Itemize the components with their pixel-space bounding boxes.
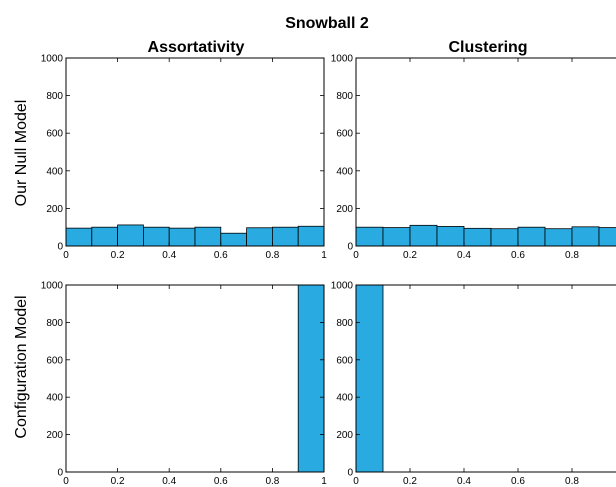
histogram-bar (517, 226, 546, 247)
panel-title: Clustering (448, 39, 527, 56)
x-tick-label: 0 (353, 250, 359, 261)
histogram-bar (544, 228, 573, 247)
x-tick-label: 0 (353, 476, 359, 487)
y-tick-label: 1000 (41, 281, 64, 292)
histogram-bar (194, 226, 222, 247)
x-tick-label: 0.2 (403, 250, 417, 261)
figure-title: Snowball 2 (285, 15, 369, 32)
panel-4: 0 0.2 0.4 0.6 0.8 0 200 400 600 800 1000 (331, 281, 616, 487)
x-tick-label: 0.8 (565, 476, 579, 487)
histogram-bar (463, 227, 492, 247)
y-tick-label: 0 (57, 468, 63, 479)
y-tick-label: 200 (46, 430, 63, 441)
panel-3: 0 0.2 0.4 0.6 0.8 1 0 200 400 600 800 1000 (41, 281, 327, 487)
histogram-bar (271, 226, 299, 247)
axes-box (65, 284, 325, 473)
y-tick-label: 800 (46, 91, 63, 102)
axes-box (65, 57, 325, 247)
y-tick-label: 0 (347, 468, 353, 479)
panel-2: 0 0.2 0.4 0.6 0.8 0 200 400 600 800 1000 Clustering (331, 39, 616, 261)
x-tick-label: 0.4 (457, 476, 471, 487)
y-tick-label: 800 (336, 318, 353, 329)
row-label-null-model: Our Null Model (13, 100, 30, 207)
histogram-bar (168, 227, 196, 247)
x-tick-label: 0 (63, 250, 69, 261)
histogram-bar (297, 284, 325, 473)
y-tick-label: 200 (46, 204, 63, 215)
y-tick-label: 1000 (41, 54, 64, 65)
x-tick-label: 0.6 (214, 250, 228, 261)
y-tick-label: 0 (347, 242, 353, 253)
y-tick-label: 400 (46, 166, 63, 177)
histogram-bar (355, 284, 384, 473)
axes-box (355, 57, 616, 247)
y-tick-label: 800 (336, 91, 353, 102)
histogram-bar (117, 224, 144, 247)
panel-title: Assortativity (148, 39, 245, 56)
histogram-bar (436, 226, 465, 247)
axes-box (355, 284, 616, 473)
histogram-bar (598, 227, 616, 247)
y-tick-label: 600 (46, 129, 63, 140)
x-tick-label: 0.8 (265, 250, 279, 261)
x-tick-label: 0.4 (162, 476, 176, 487)
histogram-bar (65, 227, 93, 247)
histogram-bar (246, 227, 273, 247)
x-tick-label: 0.2 (111, 250, 125, 261)
histogram-bar (571, 226, 600, 247)
y-tick-label: 400 (336, 166, 353, 177)
histogram-bar (297, 225, 325, 247)
y-tick-label: 0 (57, 242, 63, 253)
x-tick-label: 1 (321, 476, 327, 487)
histogram-bar (355, 226, 384, 247)
y-tick-label: 200 (336, 204, 353, 215)
y-tick-label: 1000 (331, 281, 354, 292)
x-tick-label: 0.8 (565, 250, 579, 261)
histogram-bar (490, 228, 519, 247)
y-tick-label: 800 (46, 318, 63, 329)
histogram-bar (142, 226, 170, 247)
histogram-bar (91, 226, 119, 247)
y-tick-label: 400 (336, 393, 353, 404)
y-tick-label: 600 (336, 355, 353, 366)
histogram-bar (220, 232, 248, 247)
panel-1: 0 0.2 0.4 0.6 0.8 1 0 200 400 600 800 1000 Assortati… (41, 39, 327, 261)
y-tick-label: 600 (336, 129, 353, 140)
y-tick-label: 200 (336, 430, 353, 441)
x-tick-label: 0.6 (214, 476, 228, 487)
histogram-bar (409, 224, 438, 247)
x-tick-label: 0.4 (457, 250, 471, 261)
x-tick-label: 0.6 (511, 476, 525, 487)
x-tick-label: 0.2 (403, 476, 417, 487)
y-tick-label: 600 (46, 355, 63, 366)
x-tick-label: 0.8 (265, 476, 279, 487)
x-tick-label: 0 (63, 476, 69, 487)
histogram-bar (382, 227, 411, 247)
y-tick-label: 400 (46, 393, 63, 404)
row-label-configuration-model: Configuration Model (13, 295, 30, 438)
y-tick-label: 1000 (331, 54, 354, 65)
x-tick-label: 0.2 (111, 476, 125, 487)
x-tick-label: 0.4 (162, 250, 176, 261)
x-tick-label: 1 (321, 250, 327, 261)
x-tick-label: 0.6 (511, 250, 525, 261)
